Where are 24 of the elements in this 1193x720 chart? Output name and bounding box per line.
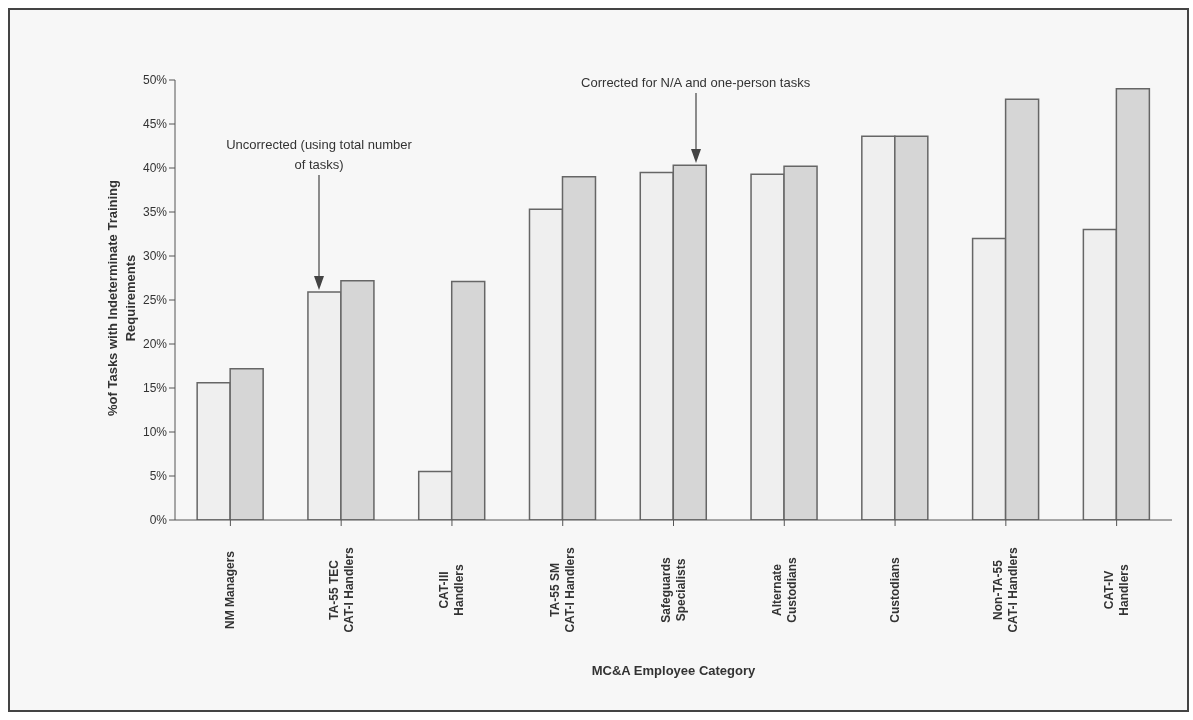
y-tick-label: 35% [142, 205, 168, 220]
x-tick-label: Safeguards Specialists [659, 557, 688, 623]
x-tick-label: Alternate Custodians [769, 557, 799, 623]
y-tick-label: 20% [142, 337, 168, 352]
x-tick-label: TA-55 TEC CAT-I Handlers [326, 547, 356, 633]
y-tick-label: 10% [142, 425, 168, 440]
y-tick-label: 30% [142, 249, 168, 264]
annotation: Corrected for N/A and one-person tasks [581, 74, 811, 93]
x-axis-title: MC&A Employee Category [591, 663, 757, 678]
y-axis-title: %of Tasks with Indeterminate Training Requirements [104, 179, 139, 418]
y-tick-label: 5% [149, 469, 168, 484]
y-tick-label: 25% [142, 293, 168, 308]
y-tick-label: 15% [142, 381, 168, 396]
y-tick-label: 40% [142, 161, 168, 176]
x-tick-label: Non-TA-55 CAT-I Handlers [991, 547, 1021, 633]
x-tick-label: CAT-III Handlers [437, 564, 467, 616]
x-tick-label: CAT-IV Handlers [1102, 564, 1132, 616]
annotation: Uncorrected (using total number of tasks) [225, 136, 413, 175]
x-tick-label: Custodians [888, 557, 903, 623]
y-tick-label: 50% [142, 73, 168, 88]
x-tick-label: TA-55 SM CAT-I Handlers [548, 547, 578, 633]
y-tick-label: 0% [149, 513, 168, 528]
y-tick-label: 45% [142, 117, 168, 132]
x-tick-label: NM Managers [223, 550, 238, 630]
